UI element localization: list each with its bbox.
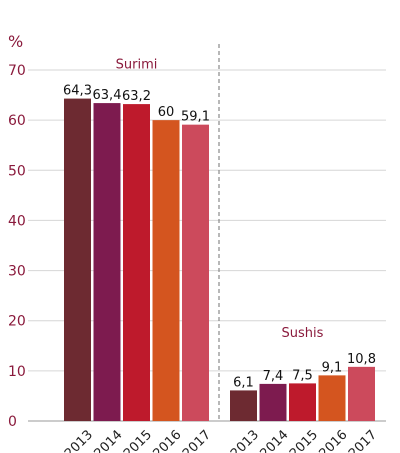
value-label: 64,3 — [63, 84, 92, 99]
x-tick-label: 2016 — [151, 428, 185, 453]
value-label: 59,1 — [181, 110, 210, 125]
value-label: 7,4 — [263, 369, 284, 384]
value-label: 10,8 — [347, 352, 376, 367]
y-tick-label: 20 — [8, 314, 26, 330]
y-tick-label: 60 — [8, 113, 26, 129]
x-tick-label: 2015 — [287, 428, 321, 453]
y-tick-label: 40 — [8, 213, 26, 229]
value-labels: 64,3 63,4 63,2 60 59,1 6,1 7,4 7,5 9,1 10,8 — [63, 84, 376, 391]
x-tick-label: 2015 — [121, 428, 155, 453]
value-label: 63,2 — [122, 89, 151, 104]
bar-sushis-2016 — [318, 375, 346, 421]
bar-sushis-2013 — [230, 390, 257, 421]
y-axis-ticks: 0 10 20 30 40 50 60 70 — [8, 63, 26, 430]
bar-surimi-2015 — [123, 104, 150, 422]
group-label-surimi: Surimi — [116, 58, 158, 73]
x-tick-label: 2013 — [62, 428, 96, 453]
y-tick-label: 0 — [8, 414, 17, 430]
y-tick-label: 70 — [8, 63, 26, 79]
x-tick-label: 2013 — [228, 428, 262, 453]
y-tick-label: 50 — [8, 163, 26, 179]
x-tick-label: 2016 — [317, 428, 351, 453]
bar-sushis-2015 — [289, 383, 316, 421]
bar-surimi-2013 — [64, 98, 91, 422]
x-tick-label: 2014 — [258, 428, 292, 453]
y-tick-label: 30 — [8, 264, 26, 280]
x-tick-label: 2014 — [92, 428, 126, 453]
bar-sushis-2017 — [348, 366, 375, 421]
x-tick-label: 2017 — [346, 428, 380, 453]
y-axis-unit: % — [8, 32, 23, 51]
x-tick-label: 2017 — [180, 428, 214, 453]
bar-sushis-2014 — [259, 383, 287, 421]
value-label: 9,1 — [322, 360, 343, 375]
group-labels: Surimi Sushis — [116, 58, 324, 341]
y-tick-label: 10 — [8, 364, 26, 380]
value-label: 6,1 — [233, 375, 254, 390]
group-label-sushis: Sushis — [282, 326, 324, 341]
value-label: 63,4 — [93, 88, 122, 103]
value-label: 7,5 — [292, 368, 313, 383]
bar-surimi-2014 — [93, 103, 121, 421]
value-label: 60 — [158, 105, 175, 120]
bar-surimi-2017 — [182, 124, 209, 422]
bar-surimi-2016 — [152, 120, 180, 422]
bars — [64, 98, 375, 422]
